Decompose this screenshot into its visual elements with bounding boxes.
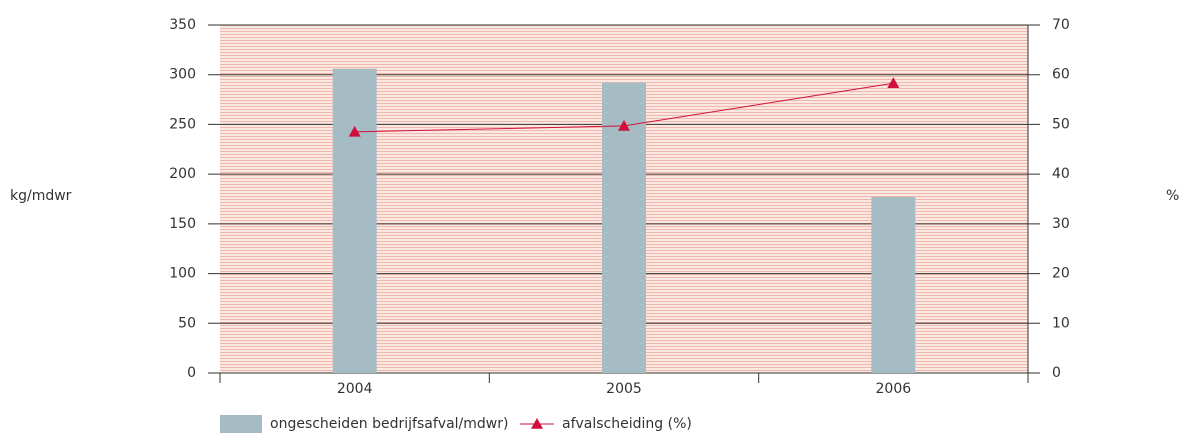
y-tick-label: 0 — [187, 365, 196, 381]
y2-tick-label: 30 — [1052, 216, 1070, 232]
x-tick-label: 2006 — [876, 381, 912, 397]
y-tick-label: 300 — [169, 67, 196, 83]
y-tick-label: 100 — [169, 266, 196, 282]
y2-axis-label: % — [1166, 188, 1179, 204]
line-marker — [348, 125, 361, 137]
y2-tick-label: 60 — [1052, 67, 1070, 83]
y2-tick-label: 20 — [1052, 266, 1070, 282]
bar — [871, 197, 916, 373]
legend-label: ongescheiden bedrijfsafval/mdwr) — [270, 416, 508, 432]
y2-tick-label: 40 — [1052, 166, 1070, 182]
bar — [332, 68, 377, 374]
bar — [602, 82, 646, 373]
line-marker — [618, 119, 630, 131]
y-tick-label: 200 — [169, 166, 196, 182]
y2-tick-label: 0 — [1052, 365, 1061, 381]
legend-swatch — [220, 415, 262, 433]
y-axis-label: kg/mdwr — [10, 188, 72, 204]
legend-swatch — [531, 418, 543, 429]
y-tick-label: 50 — [178, 315, 196, 331]
legend-label: afvalscheiding (%) — [562, 416, 692, 432]
y2-tick-label: 70 — [1052, 17, 1070, 33]
y-tick-label: 150 — [169, 216, 196, 232]
x-tick-label: 2004 — [337, 381, 373, 397]
y-tick-label: 250 — [169, 116, 196, 132]
y2-tick-label: 10 — [1052, 315, 1070, 331]
x-tick-label: 2005 — [606, 381, 642, 397]
y-tick-label: 350 — [169, 17, 196, 33]
line-marker — [887, 77, 900, 88]
y2-tick-label: 50 — [1052, 116, 1070, 132]
